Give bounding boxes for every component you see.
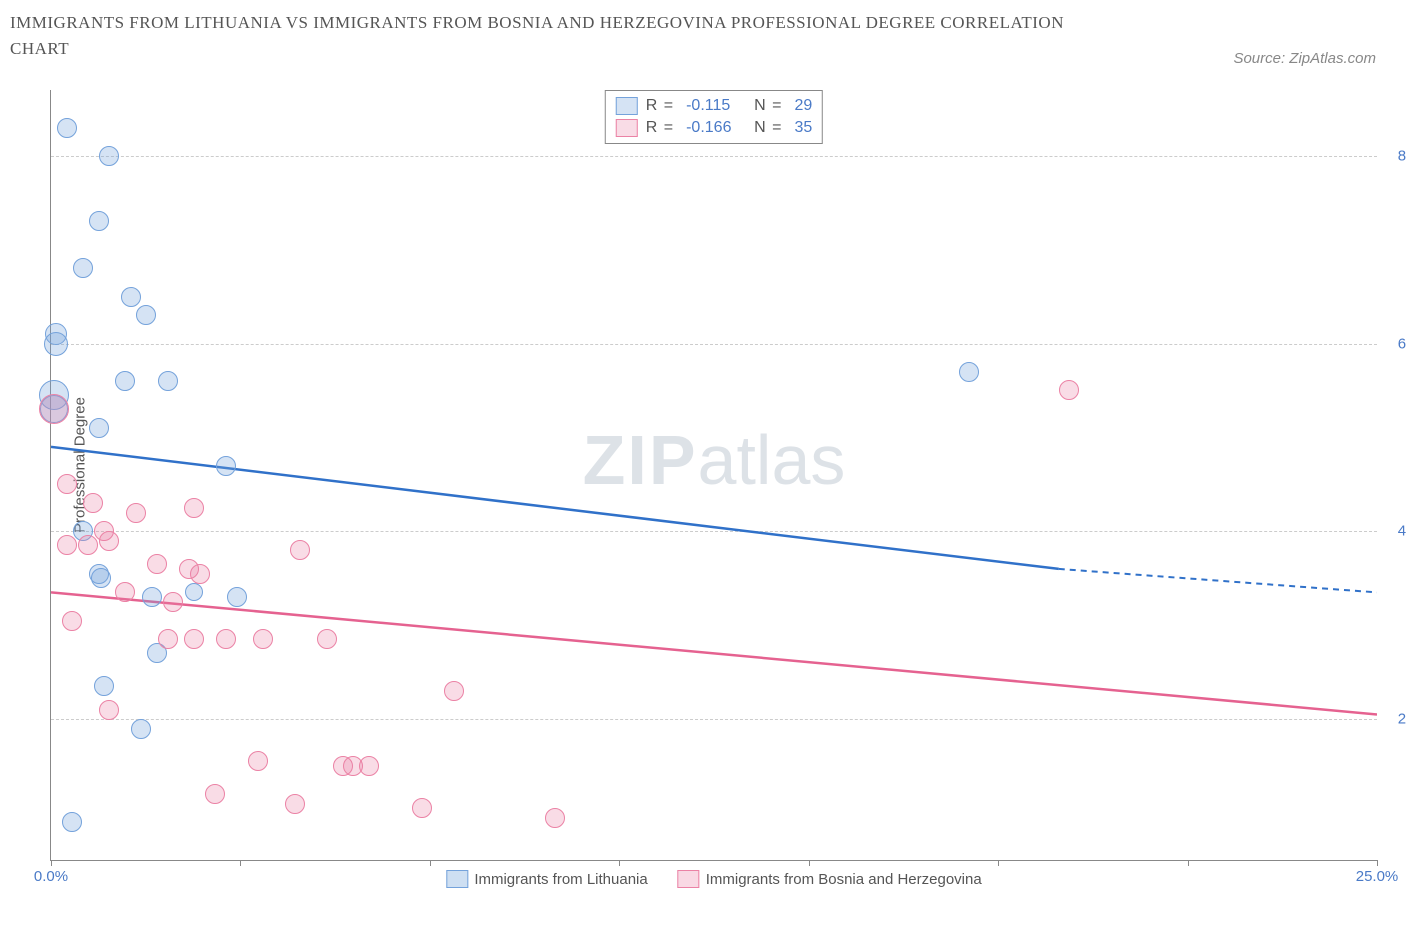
data-point bbox=[115, 582, 135, 602]
data-point bbox=[62, 812, 82, 832]
x-tick bbox=[1377, 860, 1378, 866]
data-point bbox=[290, 540, 310, 560]
data-point bbox=[99, 531, 119, 551]
data-point bbox=[73, 258, 93, 278]
data-point bbox=[99, 146, 119, 166]
data-point bbox=[285, 794, 305, 814]
series-legend-label: Immigrants from Bosnia and Herzegovina bbox=[706, 871, 982, 888]
correlation-legend: R = -0.115 N = 29 R = -0.166 N = 35 bbox=[605, 90, 823, 144]
data-point bbox=[216, 456, 236, 476]
data-point bbox=[184, 498, 204, 518]
data-point bbox=[359, 756, 379, 776]
series-legend-label: Immigrants from Lithuania bbox=[474, 871, 647, 888]
data-point bbox=[317, 629, 337, 649]
data-point bbox=[89, 211, 109, 231]
data-point bbox=[57, 118, 77, 138]
data-point bbox=[959, 362, 979, 382]
gridline bbox=[51, 531, 1377, 532]
x-tick bbox=[998, 860, 999, 866]
x-tick bbox=[809, 860, 810, 866]
data-point bbox=[131, 719, 151, 739]
series-legend-item: Immigrants from Bosnia and Herzegovina bbox=[678, 870, 982, 888]
watermark-atlas: atlas bbox=[698, 421, 846, 499]
data-point bbox=[190, 564, 210, 584]
data-point bbox=[412, 798, 432, 818]
y-tick-label: 2.0% bbox=[1398, 711, 1406, 728]
data-point bbox=[121, 287, 141, 307]
y-tick-label: 8.0% bbox=[1398, 147, 1406, 164]
data-point bbox=[44, 332, 68, 356]
chart-title: IMMIGRANTS FROM LITHUANIA VS IMMIGRANTS … bbox=[10, 10, 1110, 61]
data-point bbox=[248, 751, 268, 771]
legend-swatch bbox=[446, 870, 468, 888]
x-tick bbox=[619, 860, 620, 866]
plot-area: ZIPatlas R =-0.115N =29R =-0.166N =35 Im… bbox=[50, 90, 1377, 861]
chart-container: IMMIGRANTS FROM LITHUANIA VS IMMIGRANTS … bbox=[10, 10, 1396, 920]
legend-row: R = -0.166 N = 35 bbox=[616, 117, 812, 139]
data-point bbox=[545, 808, 565, 828]
legend-n-label: N = bbox=[754, 97, 782, 115]
data-point bbox=[39, 394, 69, 424]
data-point bbox=[94, 676, 114, 696]
watermark: ZIPatlas bbox=[583, 420, 846, 500]
legend-n-value: 29 bbox=[794, 97, 812, 115]
x-tick bbox=[51, 860, 52, 866]
data-point bbox=[158, 371, 178, 391]
data-point bbox=[57, 474, 77, 494]
legend-row: R = -0.115 N = 29 bbox=[616, 95, 812, 117]
gridline bbox=[51, 719, 1377, 720]
data-point bbox=[78, 535, 98, 555]
data-point bbox=[136, 305, 156, 325]
data-point bbox=[126, 503, 146, 523]
data-point bbox=[184, 629, 204, 649]
data-point bbox=[185, 583, 203, 601]
gridline bbox=[51, 344, 1377, 345]
x-tick bbox=[1188, 860, 1189, 866]
data-point bbox=[216, 629, 236, 649]
watermark-zip: ZIP bbox=[583, 421, 698, 499]
legend-swatch bbox=[616, 97, 638, 115]
data-point bbox=[205, 784, 225, 804]
legend-r-value: -0.115 bbox=[686, 97, 746, 115]
data-point bbox=[89, 418, 109, 438]
data-point bbox=[1059, 380, 1079, 400]
x-tick-label: 0.0% bbox=[34, 868, 68, 885]
legend-n-value: 35 bbox=[794, 119, 812, 137]
x-tick bbox=[430, 860, 431, 866]
x-tick bbox=[240, 860, 241, 866]
data-point bbox=[444, 681, 464, 701]
legend-swatch bbox=[616, 119, 638, 137]
legend-swatch bbox=[678, 870, 700, 888]
trend-lines-svg bbox=[51, 90, 1377, 860]
source-attribution: Source: ZipAtlas.com bbox=[1233, 50, 1376, 67]
x-tick-label: 25.0% bbox=[1356, 868, 1399, 885]
series-legend-item: Immigrants from Lithuania bbox=[446, 870, 647, 888]
data-point bbox=[158, 629, 178, 649]
data-point bbox=[62, 611, 82, 631]
series-legend: Immigrants from Lithuania Immigrants from… bbox=[446, 870, 981, 888]
data-point bbox=[253, 629, 273, 649]
y-tick-label: 6.0% bbox=[1398, 335, 1406, 352]
data-point bbox=[91, 568, 111, 588]
data-point bbox=[142, 587, 162, 607]
data-point bbox=[227, 587, 247, 607]
y-tick-label: 4.0% bbox=[1398, 523, 1406, 540]
legend-r-label: R = bbox=[646, 119, 674, 137]
data-point bbox=[115, 371, 135, 391]
data-point bbox=[83, 493, 103, 513]
data-point bbox=[57, 535, 77, 555]
legend-r-value: -0.166 bbox=[686, 119, 746, 137]
legend-r-label: R = bbox=[646, 97, 674, 115]
legend-n-label: N = bbox=[754, 119, 782, 137]
data-point bbox=[163, 592, 183, 612]
gridline bbox=[51, 156, 1377, 157]
data-point bbox=[99, 700, 119, 720]
data-point bbox=[147, 554, 167, 574]
